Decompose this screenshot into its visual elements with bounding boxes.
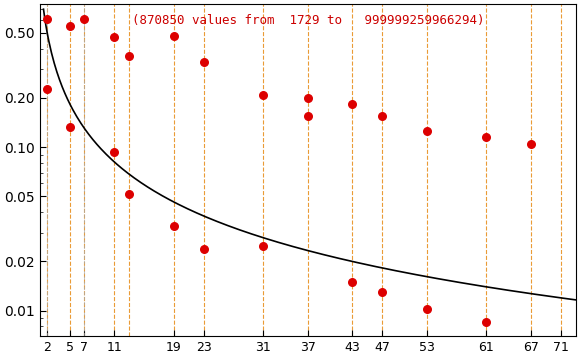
- Text: (870850 values from  1729 to   999999259966294): (870850 values from 1729 to 999999259966…: [132, 14, 484, 27]
- Point: [259, 243, 268, 248]
- Point: [348, 101, 357, 106]
- Point: [556, 350, 566, 356]
- Point: [65, 23, 74, 28]
- Point: [125, 191, 134, 197]
- Point: [348, 279, 357, 285]
- Point: [125, 53, 134, 59]
- Point: [42, 86, 52, 92]
- Point: [259, 92, 268, 97]
- Point: [482, 319, 491, 325]
- Point: [303, 113, 313, 119]
- Point: [110, 34, 119, 39]
- Point: [482, 134, 491, 140]
- Point: [80, 16, 89, 22]
- Point: [378, 113, 387, 119]
- Point: [65, 124, 74, 130]
- Point: [303, 95, 313, 101]
- Point: [169, 33, 179, 39]
- Point: [110, 150, 119, 155]
- Point: [378, 289, 387, 295]
- Point: [169, 223, 179, 229]
- Point: [199, 59, 208, 65]
- Point: [527, 141, 536, 147]
- Point: [422, 128, 432, 134]
- Point: [199, 246, 208, 251]
- Point: [422, 306, 432, 311]
- Point: [42, 16, 52, 22]
